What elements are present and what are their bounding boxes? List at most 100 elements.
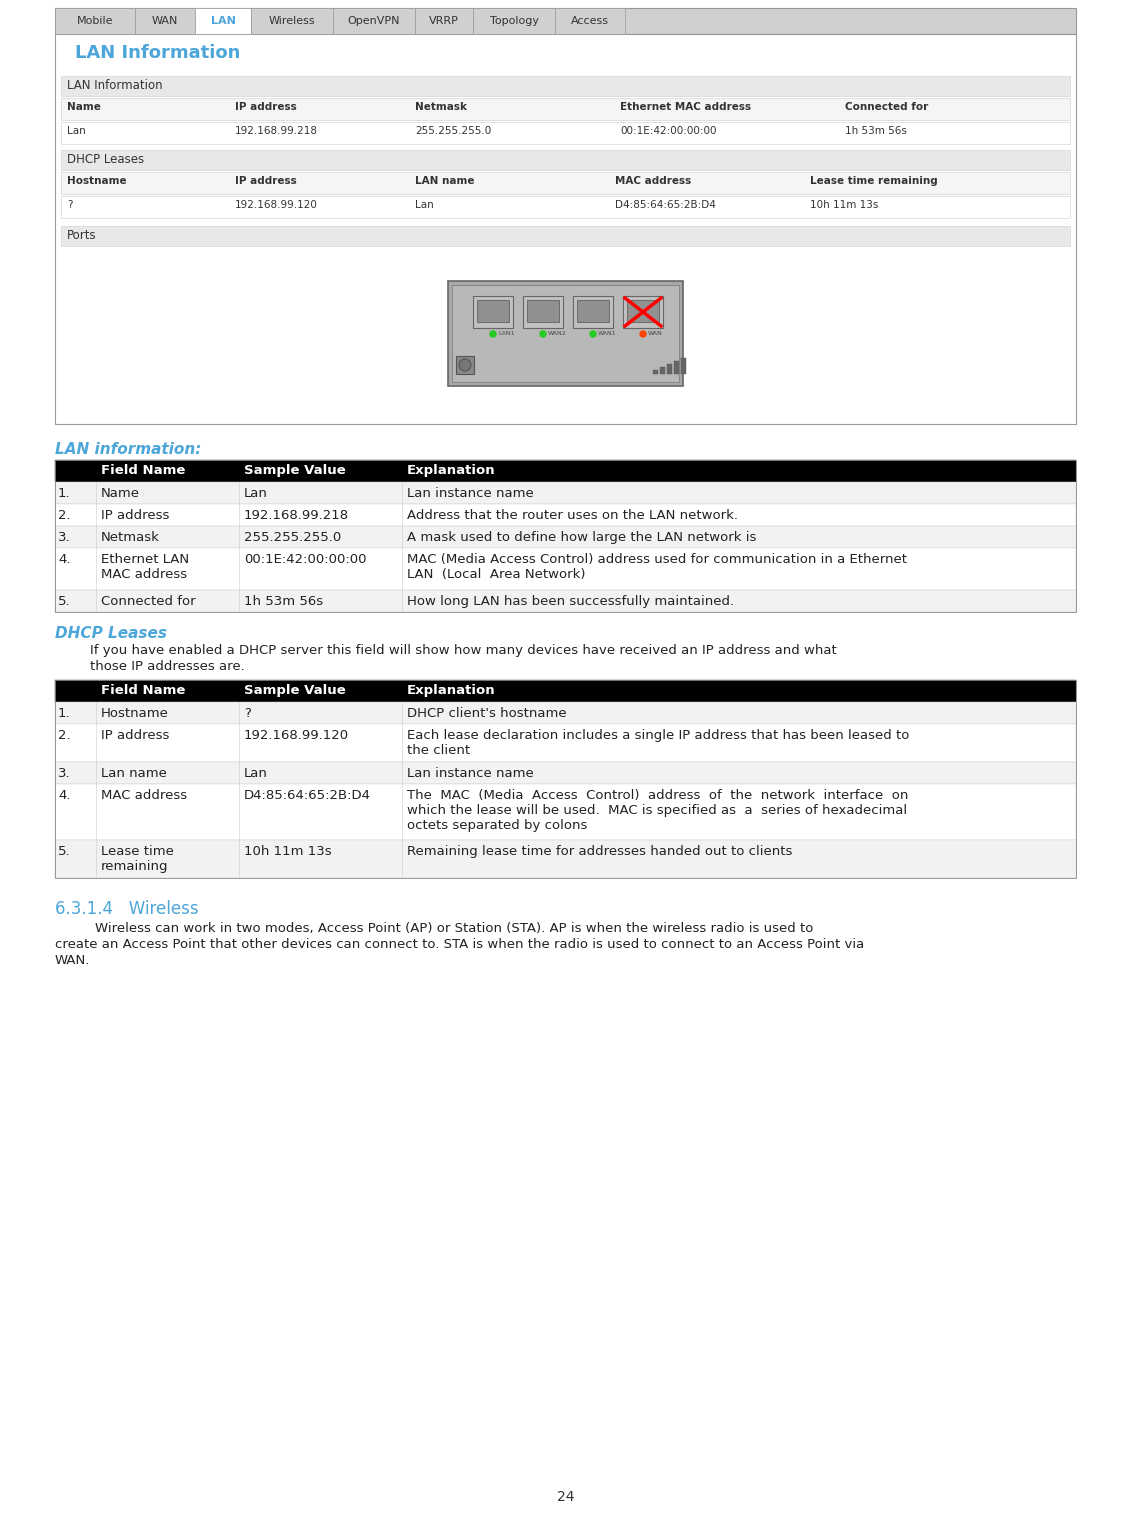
Text: 3.: 3. — [58, 531, 70, 545]
Text: 192.168.99.218: 192.168.99.218 — [244, 508, 348, 522]
Text: Lan instance name: Lan instance name — [407, 487, 534, 499]
Bar — [61, 123, 1070, 144]
Text: 24: 24 — [556, 1490, 575, 1504]
Bar — [473, 8, 555, 33]
Text: MAC address: MAC address — [101, 788, 187, 802]
Text: 1h 53m 56s: 1h 53m 56s — [244, 595, 323, 608]
Bar — [55, 8, 1076, 33]
Text: Access: Access — [571, 17, 608, 26]
Bar — [477, 300, 509, 322]
Bar — [452, 284, 679, 381]
Text: 192.168.99.120: 192.168.99.120 — [244, 729, 348, 741]
Bar — [61, 150, 1070, 169]
Bar — [55, 590, 1076, 611]
Text: 2.: 2. — [58, 508, 70, 522]
Text: WAN.: WAN. — [55, 955, 90, 967]
Text: Explanation: Explanation — [407, 464, 495, 477]
Text: Lease time
remaining: Lease time remaining — [101, 844, 174, 873]
Text: IP address: IP address — [235, 176, 296, 186]
Text: create an Access Point that other devices can connect to. STA is when the radio : create an Access Point that other device… — [55, 938, 864, 952]
Bar — [448, 281, 683, 386]
Text: Lease time remaining: Lease time remaining — [810, 176, 938, 186]
Text: Topology: Topology — [490, 17, 538, 26]
Bar — [661, 368, 665, 374]
Text: 10h 11m 13s: 10h 11m 13s — [244, 844, 331, 858]
Bar — [55, 840, 1076, 878]
Text: Mobile: Mobile — [77, 17, 113, 26]
Text: IP address: IP address — [101, 508, 170, 522]
Bar — [55, 679, 1076, 878]
Bar — [653, 371, 658, 374]
Text: Field Name: Field Name — [101, 684, 185, 697]
Bar — [55, 702, 1076, 725]
Text: Wireless: Wireless — [269, 17, 316, 26]
Bar — [55, 784, 1076, 840]
Text: Name: Name — [67, 101, 101, 112]
Text: Netmask: Netmask — [415, 101, 467, 112]
Bar — [61, 76, 1070, 95]
Circle shape — [459, 359, 470, 371]
Text: Lan: Lan — [67, 126, 86, 136]
Bar — [577, 300, 608, 322]
Text: MAC address: MAC address — [615, 176, 691, 186]
Text: 192.168.99.120: 192.168.99.120 — [235, 200, 318, 210]
Text: 1.: 1. — [58, 487, 70, 499]
Text: LAN: LAN — [210, 17, 235, 26]
Text: ?: ? — [244, 707, 251, 720]
Text: DHCP Leases: DHCP Leases — [67, 153, 144, 166]
Bar — [681, 359, 687, 374]
Bar — [55, 460, 1076, 611]
Bar — [674, 362, 679, 374]
Bar — [55, 763, 1076, 784]
Text: Address that the router uses on the LAN network.: Address that the router uses on the LAN … — [407, 508, 739, 522]
Text: 1.: 1. — [58, 707, 70, 720]
Text: D4:85:64:65:2B:D4: D4:85:64:65:2B:D4 — [244, 788, 371, 802]
Text: 2.: 2. — [58, 729, 70, 741]
Text: Hostname: Hostname — [101, 707, 169, 720]
Bar — [251, 8, 333, 33]
Text: Connected for: Connected for — [845, 101, 929, 112]
Text: WAN1: WAN1 — [598, 331, 616, 336]
Text: ?: ? — [67, 200, 72, 210]
Text: Each lease declaration includes a single IP address that has been leased to
the : Each lease declaration includes a single… — [407, 729, 909, 756]
Text: Lan: Lan — [244, 767, 268, 781]
Circle shape — [590, 331, 596, 337]
Text: 4.: 4. — [58, 788, 70, 802]
Text: LAN name: LAN name — [415, 176, 475, 186]
Text: 255.255.255.0: 255.255.255.0 — [244, 531, 342, 545]
Text: MAC (Media Access Control) address used for communication in a Ethernet
LAN  (Lo: MAC (Media Access Control) address used … — [407, 552, 907, 581]
Text: Lan: Lan — [244, 487, 268, 499]
Text: IP address: IP address — [235, 101, 296, 112]
Text: Sample Value: Sample Value — [244, 684, 346, 697]
Bar — [55, 527, 1076, 548]
Bar — [627, 300, 659, 322]
Text: Ethernet MAC address: Ethernet MAC address — [620, 101, 751, 112]
Bar — [555, 8, 625, 33]
Text: How long LAN has been successfully maintained.: How long LAN has been successfully maint… — [407, 595, 734, 608]
Bar — [55, 483, 1076, 504]
Text: those IP addresses are.: those IP addresses are. — [90, 660, 244, 673]
Bar — [195, 8, 251, 33]
Bar — [55, 725, 1076, 763]
Bar — [55, 33, 1076, 424]
Text: Lan: Lan — [415, 200, 434, 210]
Text: 4.: 4. — [58, 552, 70, 566]
Text: D4:85:64:65:2B:D4: D4:85:64:65:2B:D4 — [615, 200, 716, 210]
Text: 10h 11m 13s: 10h 11m 13s — [810, 200, 879, 210]
Text: 6.3.1.4   Wireless: 6.3.1.4 Wireless — [55, 900, 199, 918]
Text: 00:1E:42:00:00:00: 00:1E:42:00:00:00 — [244, 552, 366, 566]
Text: Lan instance name: Lan instance name — [407, 767, 534, 781]
Text: Ethernet LAN
MAC address: Ethernet LAN MAC address — [101, 552, 189, 581]
Bar — [55, 548, 1076, 590]
Bar — [61, 172, 1070, 194]
Text: Lan name: Lan name — [101, 767, 166, 781]
Bar — [333, 8, 415, 33]
Bar — [135, 8, 195, 33]
Bar — [527, 300, 559, 322]
Bar — [55, 679, 1076, 702]
Text: A mask used to define how large the LAN network is: A mask used to define how large the LAN … — [407, 531, 757, 545]
Text: VRRP: VRRP — [429, 17, 459, 26]
Text: Name: Name — [101, 487, 140, 499]
Text: LAN Information: LAN Information — [75, 44, 241, 62]
Text: 5.: 5. — [58, 595, 70, 608]
